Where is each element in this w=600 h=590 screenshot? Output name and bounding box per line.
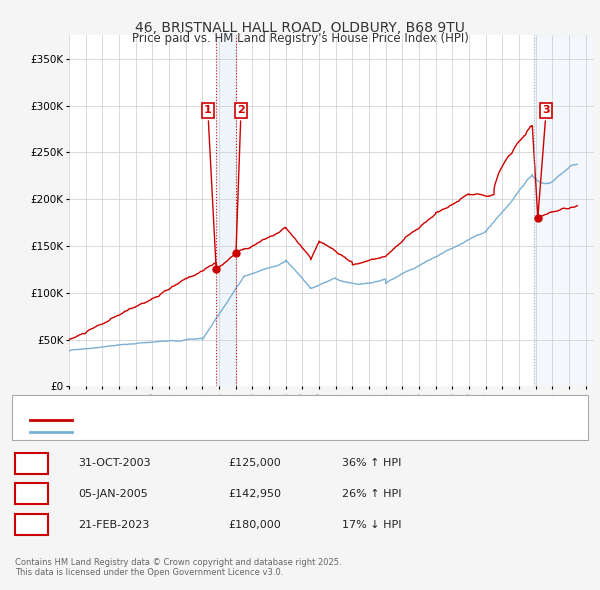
Text: 1: 1: [204, 105, 216, 267]
Text: £125,000: £125,000: [228, 458, 281, 468]
Text: 21-FEB-2023: 21-FEB-2023: [78, 520, 149, 529]
Text: 46, BRISTNALL HALL ROAD, OLDBURY, B68 9TU: 46, BRISTNALL HALL ROAD, OLDBURY, B68 9T…: [135, 21, 465, 35]
Text: 36% ↑ HPI: 36% ↑ HPI: [342, 458, 401, 468]
Text: HPI: Average price, semi-detached house, Sandwell: HPI: Average price, semi-detached house,…: [84, 427, 341, 437]
Bar: [216, 35, 236, 386]
Bar: [534, 35, 594, 386]
Text: 17% ↓ HPI: 17% ↓ HPI: [342, 520, 401, 529]
Text: 31-OCT-2003: 31-OCT-2003: [78, 458, 151, 468]
Text: 46, BRISTNALL HALL ROAD, OLDBURY, B68 9TU (semi-detached house): 46, BRISTNALL HALL ROAD, OLDBURY, B68 9T…: [84, 415, 439, 425]
Text: 3: 3: [538, 105, 550, 215]
Text: Price paid vs. HM Land Registry's House Price Index (HPI): Price paid vs. HM Land Registry's House …: [131, 32, 469, 45]
Text: 2: 2: [27, 487, 35, 500]
Text: 3: 3: [27, 518, 35, 531]
Text: 1: 1: [27, 457, 35, 470]
Text: 05-JAN-2005: 05-JAN-2005: [78, 489, 148, 499]
Text: £180,000: £180,000: [228, 520, 281, 529]
Text: 2: 2: [236, 105, 245, 250]
Text: Contains HM Land Registry data © Crown copyright and database right 2025.
This d: Contains HM Land Registry data © Crown c…: [15, 558, 341, 577]
Text: 26% ↑ HPI: 26% ↑ HPI: [342, 489, 401, 499]
Text: £142,950: £142,950: [228, 489, 281, 499]
